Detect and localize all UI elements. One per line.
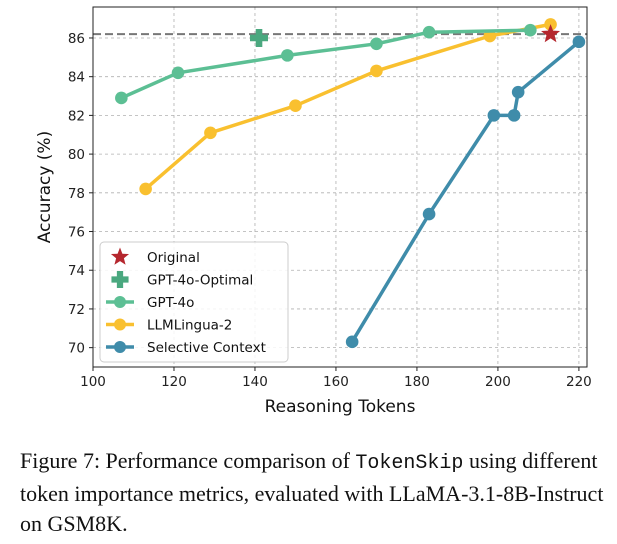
legend-marker [114,318,126,331]
y-tick-label: 74 [68,263,85,279]
point-llmlingua-2 [204,126,217,140]
y-tick-label: 86 [68,31,85,47]
line-selective-context [350,40,581,343]
caption-code: TokenSkip [355,452,464,475]
point-selective-context [511,85,525,99]
figure-caption: Figure 7: Performance comparison of Toke… [20,446,610,539]
legend-item-gpt-4o: GPT-4o [106,295,194,311]
y-tick-label: 84 [68,70,85,86]
caption-suffix: using different token importance metrics… [20,448,604,536]
x-tick-label: 120 [161,374,187,390]
series-group [115,18,586,349]
point-gpt-4o [524,23,537,37]
caption-prefix: Figure 7: Performance comparison of [20,448,356,473]
y-tick-label: 82 [68,108,85,124]
point-original [541,24,561,43]
x-tick-label: 100 [80,374,106,390]
plot-frame [92,6,588,368]
series-llmlingua-2 [139,18,557,196]
y-tick-label: 76 [68,225,85,241]
y-tick-label: 80 [68,147,85,163]
legend-marker [110,247,130,265]
legend-item-gpt-4o-optimal: GPT-4o-Optimal [111,270,253,289]
legend-label: Selective Context [147,340,266,356]
chart: 100 120 140 160 180 200 220 70 72 74 76 78 80 82 84 86… [35,6,592,417]
legend-item-original: Original [110,247,200,266]
x-tick-label: 220 [566,374,592,390]
x-tick-label: 140 [242,374,268,390]
point-selective-context [487,109,501,122]
point-llmlingua-2 [139,182,152,196]
series-gpt-4o-optimal [250,28,269,47]
legend-label: GPT-4o [147,295,194,311]
point-gpt-4o-optimal [250,28,269,47]
y-tick-label: 78 [68,186,85,202]
point-gpt-4o [422,25,436,39]
series-selective-context [345,35,586,349]
legend-label: Original [147,250,200,266]
x-ticks: 100 120 140 160 180 200 220 [80,367,592,390]
y-tick-label: 70 [68,341,85,357]
legend-marker [111,270,129,289]
point-gpt-4o [370,37,383,51]
series-gpt-4o [115,23,537,105]
line-gpt-4o [120,28,531,100]
y-ticks: 70 72 74 76 78 80 82 84 86 [68,31,93,357]
point-llmlingua-2 [483,29,497,43]
x-tick-label: 200 [485,374,511,390]
y-tick-label: 72 [68,302,85,318]
point-llmlingua-2 [370,64,383,78]
point-selective-context [572,35,586,49]
point-selective-context [345,335,359,349]
x-axis-label: Reasoning Tokens [265,397,416,417]
legend-label: GPT-4o-Optimal [147,273,253,289]
line-llmlingua-2 [144,22,551,191]
point-gpt-4o [281,49,294,62]
legend-marker [114,296,126,308]
grid [92,7,587,367]
legend-item-llmlingua-2: LLMLingua-2 [106,318,232,334]
point-llmlingua-2 [289,99,302,113]
legend-item-selective-context: Selective Context [106,340,266,356]
x-tick-label: 160 [323,374,349,390]
y-axis-label: Accuracy (%) [35,131,55,243]
legend: Original GPT-4o-Optimal GPT-4o LLMLingua-2 S… [99,241,289,363]
point-gpt-4o [115,91,128,105]
point-selective-context [422,207,436,221]
x-tick-label: 180 [404,374,430,390]
point-gpt-4o [171,66,185,80]
series-original [541,24,561,43]
legend-label: LLMLingua-2 [147,318,232,334]
point-selective-context [507,109,521,122]
legend-box [99,241,289,363]
legend-marker [114,341,126,353]
